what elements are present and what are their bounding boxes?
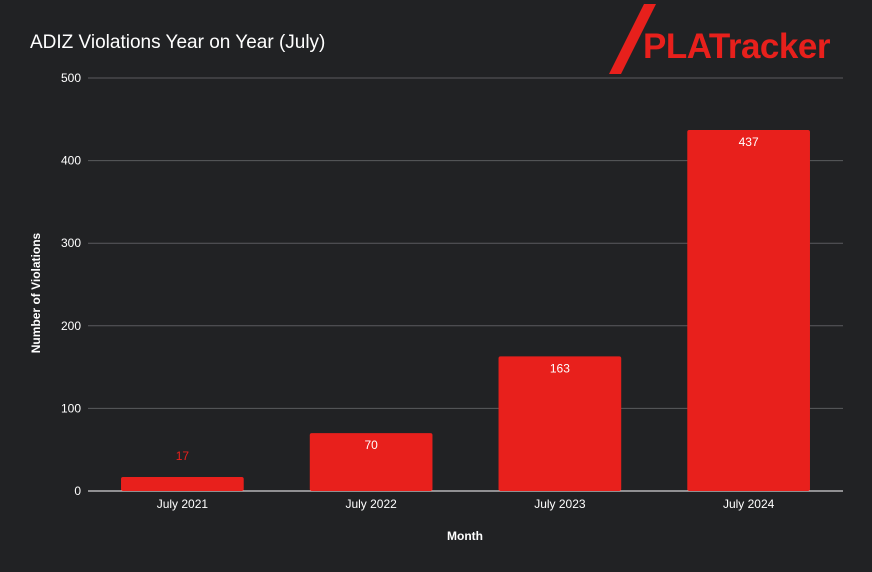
bar [498, 356, 622, 491]
bar [687, 130, 810, 491]
x-tick-label: July 2023 [534, 497, 586, 511]
data-label: 70 [364, 438, 378, 452]
data-label: 163 [550, 361, 570, 375]
y-tick-label: 0 [74, 484, 81, 498]
x-tick-label: July 2021 [157, 497, 209, 511]
bar [121, 476, 244, 491]
y-tick-label: 500 [61, 71, 81, 85]
logo-text: PLATracker [643, 27, 831, 66]
brand-logo: PLATracker [609, 4, 831, 74]
logo-slash-icon [609, 4, 656, 74]
chart-title: ADIZ Violations Year on Year (July) [30, 32, 325, 53]
data-label: 17 [176, 449, 190, 463]
bar [309, 433, 433, 491]
y-tick-label: 400 [61, 154, 81, 168]
data-label: 437 [739, 135, 759, 149]
data-labels: 17 70 163 437 [176, 135, 759, 463]
bars [121, 130, 810, 491]
y-tick-label: 100 [61, 401, 81, 415]
x-tick-label: July 2024 [723, 497, 775, 511]
y-axis-ticks: 0 100 200 300 400 500 [61, 71, 81, 498]
y-tick-label: 200 [61, 319, 81, 333]
y-tick-label: 300 [61, 236, 81, 250]
y-axis-label: Number of Violations [29, 232, 43, 353]
x-axis-label: Month [447, 529, 483, 543]
x-tick-label: July 2022 [345, 497, 397, 511]
x-axis-ticks: July 2021 July 2022 July 2023 July 2024 [157, 497, 775, 511]
